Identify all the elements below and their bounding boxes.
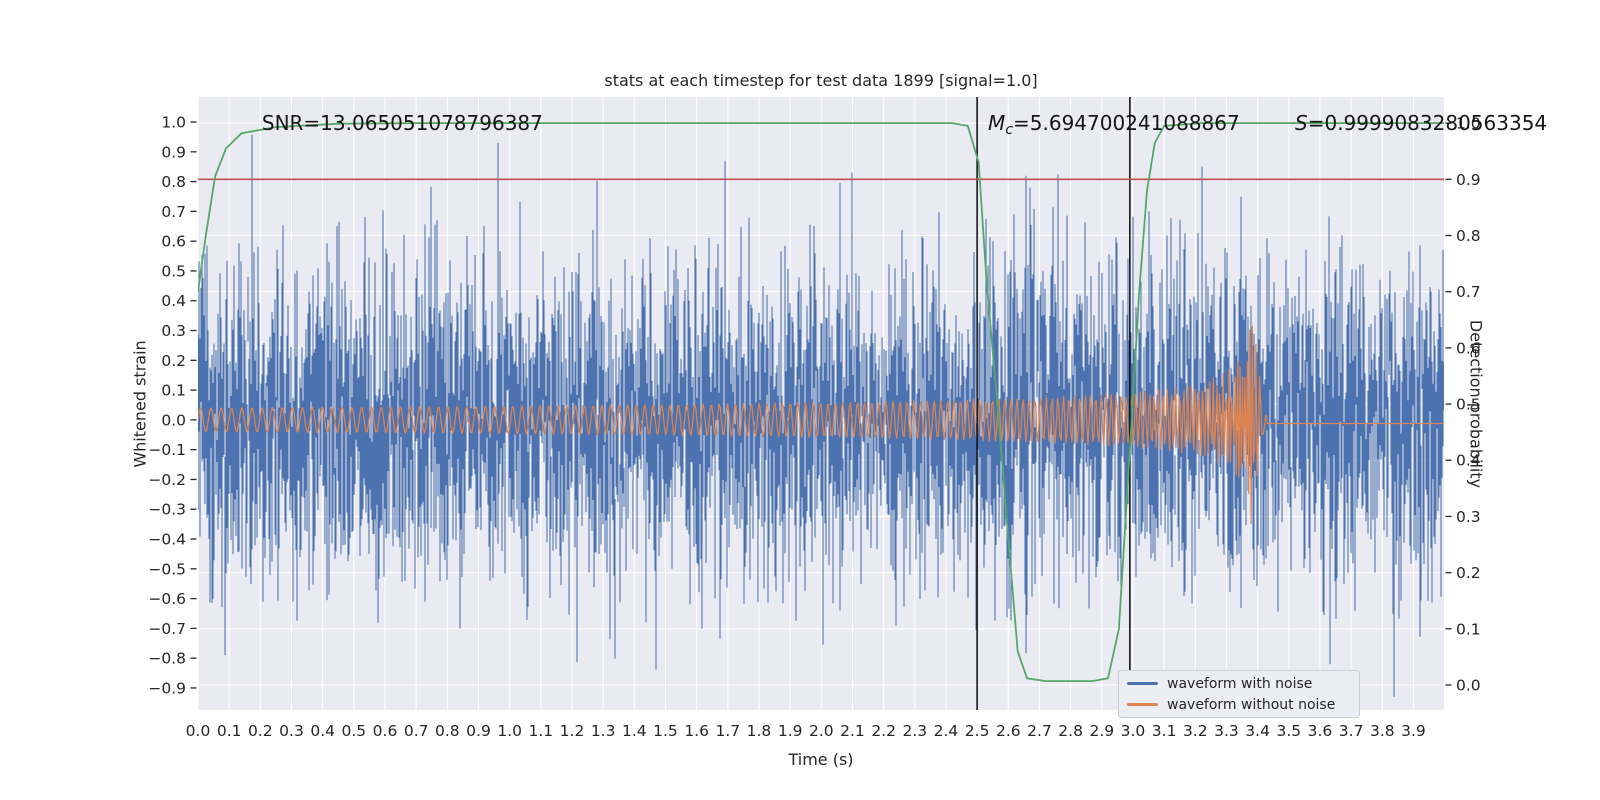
right-y-tick-label: 0.6 — [1456, 339, 1481, 357]
x-tick-label: 2.4 — [934, 722, 959, 740]
left-y-tick-label: 0.1 — [161, 382, 186, 400]
x-tick-label: 1.2 — [560, 722, 585, 740]
x-tick-label: 2.9 — [1089, 722, 1114, 740]
legend-entry-noise: waveform with noise — [1127, 675, 1351, 692]
x-tick-label: 2.6 — [996, 722, 1021, 740]
annotation-text-segment: c — [1005, 121, 1014, 138]
series-waveform-with-noise — [198, 134, 1444, 697]
x-tick-label: 3.0 — [1121, 722, 1146, 740]
annotation-text-segment: M — [988, 110, 1006, 135]
legend-line-sample-orange — [1127, 703, 1158, 706]
right-y-tick-label: 0.4 — [1456, 452, 1481, 470]
annotation-text-segment: SNR=13.065051078796387 — [261, 110, 543, 135]
left-y-tick-label: 0.2 — [161, 352, 186, 370]
x-tick-label: 3.4 — [1245, 722, 1270, 740]
legend-line-sample-blue — [1127, 682, 1158, 685]
left-y-tick-label: −0.1 — [148, 441, 186, 459]
x-tick-label: 3.6 — [1308, 722, 1333, 740]
x-tick-label: 3.1 — [1152, 722, 1177, 740]
x-tick-label: 0.5 — [341, 722, 366, 740]
left-y-tick-label: 0.7 — [161, 203, 186, 221]
x-axis-label: Time (s) — [788, 750, 854, 769]
left-y-tick-label: −0.2 — [148, 471, 186, 489]
annotation-stat: S=0.9999083280563354 — [1295, 111, 1547, 135]
x-tick-label: 1.0 — [497, 722, 522, 740]
x-tick-label: 0.4 — [310, 722, 335, 740]
annotation-text-segment: =0.9999083280563354 — [1307, 110, 1548, 135]
left-y-tick-label: −0.8 — [148, 650, 186, 668]
x-tick-label: 1.5 — [653, 722, 678, 740]
left-y-axis-label: Whitened strain — [130, 340, 150, 468]
right-y-tick-label: 0.2 — [1456, 564, 1481, 582]
left-y-tick-label: 0.6 — [161, 233, 186, 251]
x-tick-label: 2.7 — [1027, 722, 1052, 740]
x-tick-label: 2.0 — [809, 722, 834, 740]
x-tick-label: 1.6 — [684, 722, 709, 740]
left-y-tick-label: −0.7 — [148, 620, 186, 638]
left-y-tick-label: −0.9 — [148, 679, 186, 697]
right-y-tick-label: 0.1 — [1456, 620, 1481, 638]
x-tick-label: 3.9 — [1401, 722, 1426, 740]
x-tick-label: 0.6 — [373, 722, 398, 740]
x-tick-label: 3.2 — [1183, 722, 1208, 740]
x-tick-label: 0.9 — [466, 722, 491, 740]
x-tick-label: 2.1 — [840, 722, 865, 740]
right-y-tick-label: 0.7 — [1456, 283, 1481, 301]
right-y-tick-label: 0.8 — [1456, 227, 1481, 245]
x-tick-label: 1.9 — [778, 722, 803, 740]
left-y-tick-label: 1.0 — [161, 114, 186, 132]
x-tick-label: 0.2 — [248, 722, 273, 740]
x-tick-label: 1.3 — [591, 722, 616, 740]
left-y-tick-label: 0.8 — [161, 173, 186, 191]
annotation-snr: SNR=13.065051078796387 — [262, 111, 543, 135]
x-tick-label: 3.3 — [1214, 722, 1239, 740]
chart-title: stats at each timestep for test data 189… — [604, 71, 1038, 90]
x-tick-label: 1.7 — [715, 722, 740, 740]
legend: waveform with noise waveform without noi… — [1118, 670, 1360, 718]
x-tick-label: 2.5 — [965, 722, 990, 740]
right-y-tick-label: 1.0 — [1456, 115, 1481, 133]
x-tick-label: 1.8 — [747, 722, 772, 740]
x-tick-label: 3.7 — [1339, 722, 1364, 740]
x-tick-label: 3.8 — [1370, 722, 1395, 740]
series-waveform-without-noise — [198, 325, 1444, 524]
annotation-text-segment: =5.694700241088867 — [1013, 110, 1240, 135]
legend-label: waveform with noise — [1167, 675, 1313, 692]
annotation-chirp-mass: Mc=5.694700241088867 — [988, 111, 1240, 138]
x-tick-label: 1.1 — [528, 722, 553, 740]
left-y-tick-label: 0.9 — [161, 143, 186, 161]
right-y-tick-label: 0.3 — [1456, 508, 1481, 526]
left-y-tick-label: −0.6 — [148, 590, 186, 608]
right-y-tick-label: 0.0 — [1456, 676, 1481, 694]
series-detection-probability — [198, 122, 1444, 682]
x-tick-label: 2.2 — [871, 722, 896, 740]
x-tick-label: 0.8 — [435, 722, 460, 740]
x-tick-label: 2.8 — [1058, 722, 1083, 740]
x-tick-label: 0.1 — [217, 722, 242, 740]
legend-label: waveform without noise — [1167, 696, 1336, 713]
x-tick-label: 0.3 — [279, 722, 304, 740]
x-tick-label: 2.3 — [902, 722, 927, 740]
left-y-tick-label: 0.4 — [161, 292, 186, 310]
right-y-axis-label: Detection probability — [1466, 319, 1486, 489]
x-tick-label: 1.4 — [622, 722, 647, 740]
x-tick-label: 0.7 — [404, 722, 429, 740]
plot-series-group — [198, 97, 1444, 710]
tick-labels: 0.0 0.1 0.2 0.3 0.4 0.5 0.6 0.7 0.8 0.9 1.0 1.1 1.2 1… — [148, 114, 1480, 740]
left-y-tick-label: −0.4 — [148, 531, 186, 549]
left-y-tick-label: −0.3 — [148, 501, 186, 519]
x-tick-label: 3.5 — [1276, 722, 1301, 740]
annotation-text-segment: S — [1295, 110, 1308, 135]
legend-entry-clean: waveform without noise — [1127, 696, 1351, 713]
left-y-tick-label: 0.3 — [161, 322, 186, 340]
left-y-tick-label: 0.0 — [161, 411, 186, 429]
left-y-tick-label: 0.5 — [161, 262, 186, 280]
x-tick-label: 0.0 — [186, 722, 211, 740]
right-y-tick-label: 0.5 — [1456, 396, 1481, 414]
right-y-tick-label: 0.9 — [1456, 171, 1481, 189]
left-y-tick-label: −0.5 — [148, 560, 186, 578]
